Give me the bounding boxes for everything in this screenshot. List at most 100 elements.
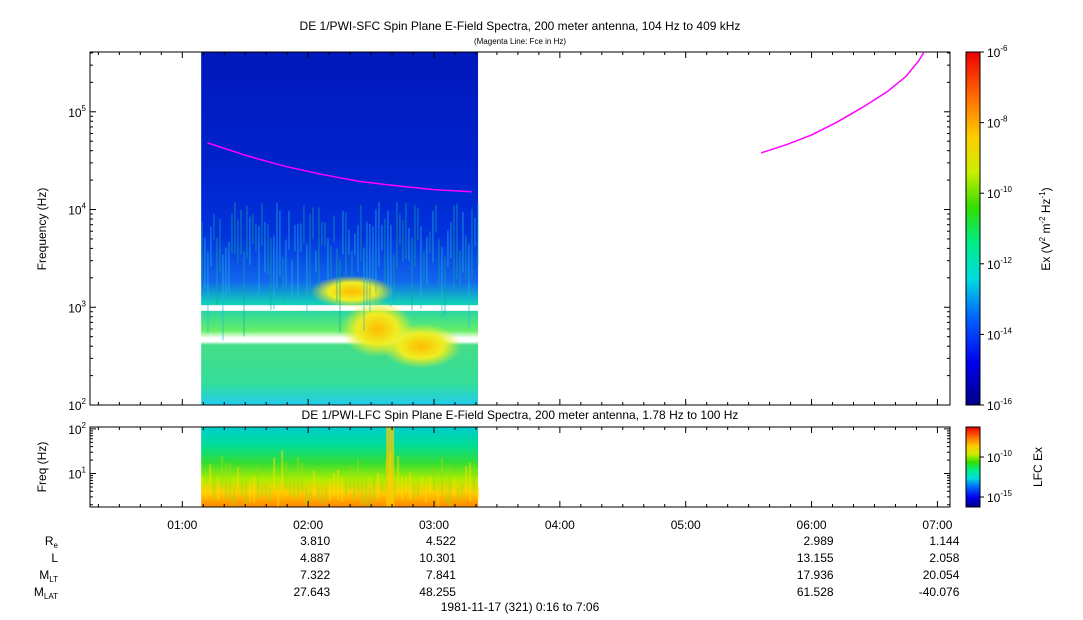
spectrogram-streak (285, 239, 287, 288)
spectrogram-streak (276, 202, 278, 288)
spectrogram-streak (354, 233, 356, 256)
spectrogram-streak (297, 224, 299, 306)
spectrogram-streak (396, 202, 398, 269)
spectrogram-streak (204, 237, 206, 289)
spectrogram-streak (465, 235, 467, 280)
lfc-streak (357, 459, 360, 494)
lfc-streak (261, 487, 264, 498)
spectrogram-streak (312, 207, 314, 240)
ephemeris-value: 27.643 (293, 585, 330, 599)
spectrogram-streak (339, 259, 341, 333)
ephemeris-value: 48.255 (419, 585, 456, 599)
bottom-plot-frame (89, 426, 951, 508)
x-tick-label: 05:00 (671, 518, 701, 532)
spectrogram-streak (333, 215, 335, 242)
spectrogram-streak (288, 211, 290, 250)
lfc-streak (225, 462, 228, 499)
spectrogram-streak (477, 203, 479, 266)
spectrogram-streak (210, 226, 212, 267)
spectrogram-streak (417, 207, 419, 241)
spectrogram-streak (366, 221, 368, 306)
lfc-streak (349, 465, 352, 490)
bottom-colorbar-label: LFC Ex (1031, 447, 1045, 487)
lfc-streak (301, 462, 304, 493)
spectrogram-gap (201, 305, 479, 311)
spectrogram-streak (411, 238, 413, 310)
lfc-streak (249, 482, 252, 503)
lfc-streak (229, 463, 232, 501)
lfc-streak (293, 470, 296, 500)
colorbar-tick-label: 10-16 (987, 397, 1012, 413)
lfc-streak (429, 475, 432, 493)
spectrogram-streak (234, 202, 236, 254)
spectrogram-streak (363, 247, 365, 331)
lfc-streak (401, 476, 404, 500)
y-tick-label: 104 (68, 202, 86, 218)
spectrogram-streak (450, 222, 452, 259)
lfc-streak (385, 460, 388, 492)
spectrogram-streak (231, 213, 233, 254)
ephemeris-value: 3.810 (300, 534, 330, 548)
spectrogram-streak (300, 223, 302, 253)
lfc-streak (329, 478, 332, 501)
ephemeris-value: 7.322 (300, 568, 330, 582)
spectrogram-hotspot (310, 275, 395, 308)
ephemeris-value: 10.301 (419, 551, 456, 565)
ephemeris-row-label: MLAT (34, 585, 58, 601)
spectrogram-streak (336, 248, 338, 303)
lfc-streak (253, 475, 256, 503)
x-tick-label: 07:00 (922, 518, 952, 532)
lfc-streak (433, 468, 436, 491)
spectrogram-streak (432, 210, 434, 263)
spectrogram-streak (243, 251, 245, 337)
spectrogram-streak (261, 203, 263, 246)
spectrogram-streak (471, 209, 473, 279)
lfc-streak (453, 478, 456, 496)
spectrogram-streak (348, 229, 350, 255)
top-y-axis: 102 103 104 105 (68, 52, 950, 413)
spectrogram-streak (273, 235, 275, 310)
spectrogram-streak (375, 209, 377, 294)
y-tick-label: 102 (68, 397, 86, 413)
lfc-streak (265, 484, 268, 495)
spectrogram-streak (378, 202, 380, 267)
spectrogram-streak (351, 251, 353, 276)
spectrogram-streak (405, 203, 407, 260)
spectrogram-streak (441, 246, 443, 318)
lfc-streak (309, 490, 312, 502)
ephemeris-value: 13.155 (797, 551, 834, 565)
spectrogram-streak (324, 222, 326, 247)
spectrogram-streak (246, 205, 248, 259)
spectrogram-streak (372, 226, 374, 282)
lfc-streak (361, 473, 364, 505)
spectrogram-streak (381, 224, 383, 251)
lfc-streak (333, 472, 336, 497)
spectrogram-streak (291, 259, 293, 305)
spectrogram-streak (423, 250, 425, 283)
lfc-streak (205, 485, 208, 500)
colorbar-tick-label: 10-10 (987, 185, 1012, 201)
spectrogram-streak (213, 214, 215, 240)
lfc-streak (449, 466, 452, 507)
ephemeris-value: 4.522 (426, 534, 456, 548)
lfc-streak (313, 470, 316, 497)
ephemeris-row-label: Re (45, 534, 59, 550)
spectrogram-streak (357, 224, 359, 272)
ephemeris-value: -40.076 (919, 585, 960, 599)
spectrogram-streak (282, 257, 284, 301)
lfc-streak (345, 477, 348, 495)
spectrogram-streak (420, 226, 422, 309)
lfc-streak (321, 489, 324, 505)
lfc-streak (317, 487, 320, 500)
spectrogram-streak (462, 211, 464, 273)
top-colorbar (965, 51, 981, 406)
ephemeris-value: 2.058 (929, 551, 959, 565)
spectrogram-streak (390, 224, 392, 307)
top-spectrogram (201, 52, 479, 405)
ephemeris-value: 61.528 (797, 585, 834, 599)
spectrogram-streak (201, 222, 203, 282)
lfc-streak (257, 467, 260, 498)
spectrogram-streak (414, 204, 416, 267)
spectrogram-streak (345, 211, 347, 277)
lfc-streak (405, 475, 408, 492)
